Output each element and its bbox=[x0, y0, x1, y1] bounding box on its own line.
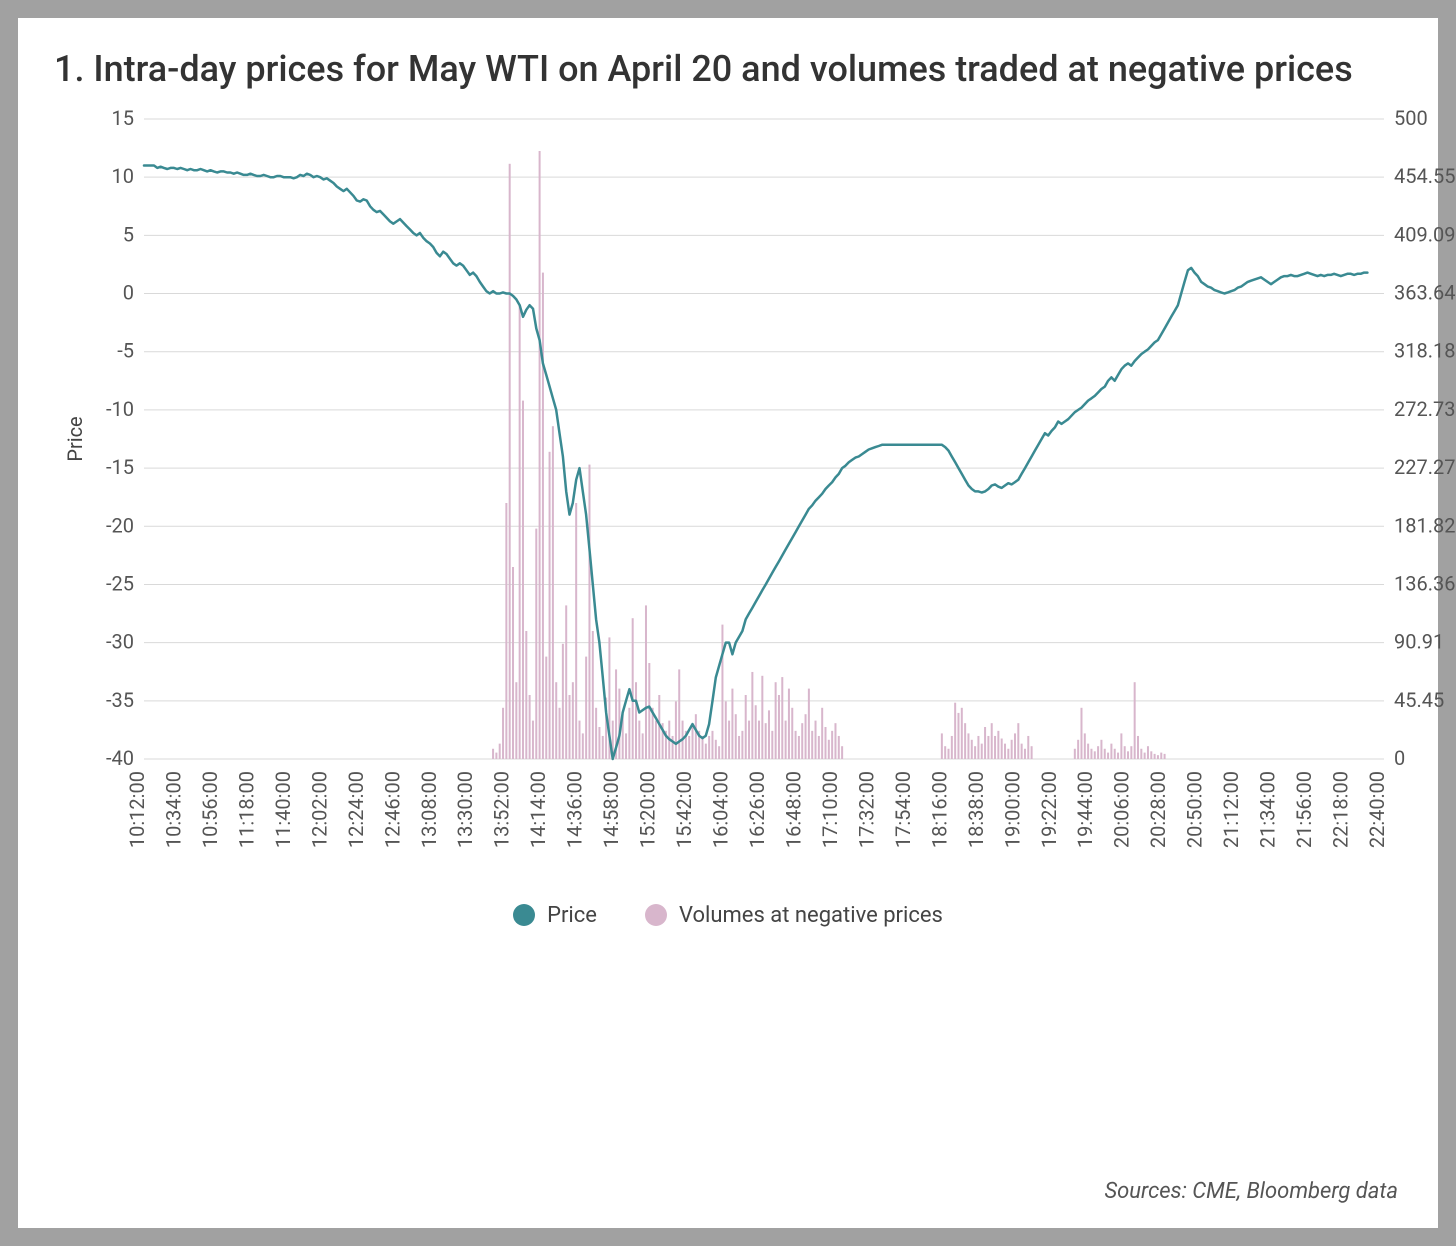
svg-text:20:06:00: 20:06:00 bbox=[1110, 771, 1134, 848]
chart-outer-frame: 1. Intra-day prices for May WTI on April… bbox=[0, 0, 1456, 1246]
source-note: Sources: CME, Bloomberg data bbox=[1104, 1179, 1398, 1204]
svg-text:136.36: 136.36 bbox=[1394, 571, 1455, 595]
svg-text:14:14:00: 14:14:00 bbox=[526, 771, 550, 848]
svg-text:14:58:00: 14:58:00 bbox=[599, 771, 623, 848]
chart-card: 1. Intra-day prices for May WTI on April… bbox=[18, 18, 1438, 1228]
svg-text:18:16:00: 18:16:00 bbox=[927, 771, 951, 848]
legend-swatch-price bbox=[513, 904, 535, 926]
svg-text:16:26:00: 16:26:00 bbox=[745, 771, 769, 848]
svg-text:15:20:00: 15:20:00 bbox=[636, 771, 660, 848]
svg-text:Price: Price bbox=[63, 416, 87, 461]
svg-text:11:18:00: 11:18:00 bbox=[234, 771, 258, 848]
svg-text:14:36:00: 14:36:00 bbox=[563, 771, 587, 848]
svg-text:227.27: 227.27 bbox=[1394, 455, 1455, 479]
svg-text:20:50:00: 20:50:00 bbox=[1183, 771, 1207, 848]
svg-text:12:46:00: 12:46:00 bbox=[380, 771, 404, 848]
svg-text:21:12:00: 21:12:00 bbox=[1219, 771, 1243, 848]
chart-svg: 15 10 5 0 -5 -10 -15 -20 -25 -30 -35 -40 Price 500 454… bbox=[54, 99, 1456, 899]
svg-text:21:34:00: 21:34:00 bbox=[1256, 771, 1280, 848]
svg-text:17:32:00: 17:32:00 bbox=[854, 771, 878, 848]
svg-text:18:38:00: 18:38:00 bbox=[964, 771, 988, 848]
svg-text:13:30:00: 13:30:00 bbox=[453, 771, 477, 848]
svg-text:-35: -35 bbox=[106, 688, 134, 712]
svg-text:0: 0 bbox=[1394, 746, 1405, 770]
svg-text:15: 15 bbox=[112, 106, 134, 130]
svg-text:181.82: 181.82 bbox=[1394, 513, 1455, 537]
svg-text:19:22:00: 19:22:00 bbox=[1037, 771, 1061, 848]
svg-text:272.73: 272.73 bbox=[1394, 397, 1455, 421]
svg-text:11:40:00: 11:40:00 bbox=[271, 771, 295, 848]
svg-text:19:00:00: 19:00:00 bbox=[1000, 771, 1024, 848]
svg-text:22:18:00: 22:18:00 bbox=[1329, 771, 1353, 848]
svg-text:22:40:00: 22:40:00 bbox=[1365, 771, 1389, 848]
svg-text:-30: -30 bbox=[106, 629, 134, 653]
svg-text:20:28:00: 20:28:00 bbox=[1146, 771, 1170, 848]
svg-text:363.64: 363.64 bbox=[1394, 280, 1455, 304]
plot-area: 151050-5-10-15-20-25-30-35-40Price500454… bbox=[54, 99, 1402, 903]
svg-text:10: 10 bbox=[112, 164, 134, 188]
svg-text:10:12:00: 10:12:00 bbox=[125, 771, 149, 848]
legend-item-volume: Volumes at negative prices bbox=[645, 903, 943, 928]
legend: Price Volumes at negative prices bbox=[54, 903, 1402, 928]
legend-swatch-volume bbox=[645, 904, 667, 926]
svg-text:12:24:00: 12:24:00 bbox=[344, 771, 368, 848]
svg-text:21:56:00: 21:56:00 bbox=[1292, 771, 1316, 848]
svg-text:13:52:00: 13:52:00 bbox=[490, 771, 514, 848]
svg-text:409.09: 409.09 bbox=[1394, 222, 1455, 246]
svg-text:16:48:00: 16:48:00 bbox=[781, 771, 805, 848]
svg-text:16:04:00: 16:04:00 bbox=[709, 771, 733, 848]
svg-text:454.55: 454.55 bbox=[1394, 164, 1455, 188]
svg-text:-10: -10 bbox=[106, 397, 134, 421]
svg-text:13:08:00: 13:08:00 bbox=[417, 771, 441, 848]
svg-text:17:10:00: 17:10:00 bbox=[818, 771, 842, 848]
svg-text:10:56:00: 10:56:00 bbox=[198, 771, 222, 848]
svg-text:15:42:00: 15:42:00 bbox=[672, 771, 696, 848]
svg-text:-25: -25 bbox=[106, 571, 134, 595]
legend-label-price: Price bbox=[547, 903, 597, 928]
svg-text:12:02:00: 12:02:00 bbox=[307, 771, 331, 848]
svg-text:500: 500 bbox=[1394, 106, 1428, 130]
svg-text:-20: -20 bbox=[106, 513, 134, 537]
svg-text:318.18: 318.18 bbox=[1394, 339, 1455, 363]
svg-text:-15: -15 bbox=[106, 455, 134, 479]
svg-text:-40: -40 bbox=[106, 746, 134, 770]
svg-text:-5: -5 bbox=[117, 339, 134, 363]
chart-title: 1. Intra-day prices for May WTI on April… bbox=[54, 46, 1402, 93]
svg-text:10:34:00: 10:34:00 bbox=[161, 771, 185, 848]
svg-text:45.45: 45.45 bbox=[1394, 688, 1444, 712]
legend-item-price: Price bbox=[513, 903, 597, 928]
svg-text:0: 0 bbox=[123, 280, 134, 304]
legend-label-volume: Volumes at negative prices bbox=[679, 903, 943, 928]
svg-text:17:54:00: 17:54:00 bbox=[891, 771, 915, 848]
svg-text:19:44:00: 19:44:00 bbox=[1073, 771, 1097, 848]
svg-text:90.91: 90.91 bbox=[1394, 629, 1444, 653]
svg-text:5: 5 bbox=[123, 222, 134, 246]
